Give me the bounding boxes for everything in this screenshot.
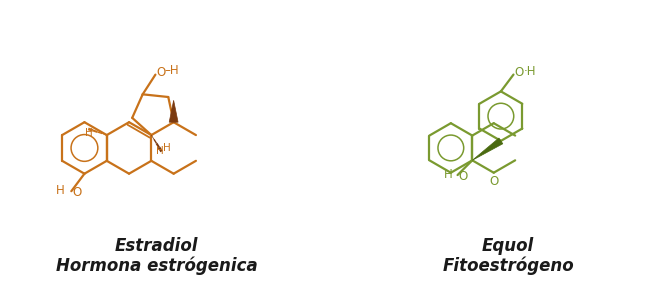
Polygon shape <box>169 100 178 122</box>
Text: Equol: Equol <box>482 237 534 255</box>
Text: O: O <box>458 170 468 183</box>
Polygon shape <box>472 138 503 160</box>
Text: –H: –H <box>165 64 179 77</box>
Text: H: H <box>85 128 93 138</box>
Text: H: H <box>157 146 165 156</box>
Text: H: H <box>444 168 453 181</box>
Text: Estradiol: Estradiol <box>115 237 198 255</box>
Text: H: H <box>163 143 170 153</box>
Text: Hormona estrógenica: Hormona estrógenica <box>56 256 258 275</box>
Text: H: H <box>56 184 65 197</box>
Text: O: O <box>73 186 81 199</box>
Text: O: O <box>157 66 166 79</box>
Text: O: O <box>489 175 498 188</box>
Text: Fitoestrógeno: Fitoestrógeno <box>442 256 574 275</box>
Text: O: O <box>515 66 523 79</box>
Text: ·H: ·H <box>523 65 536 78</box>
